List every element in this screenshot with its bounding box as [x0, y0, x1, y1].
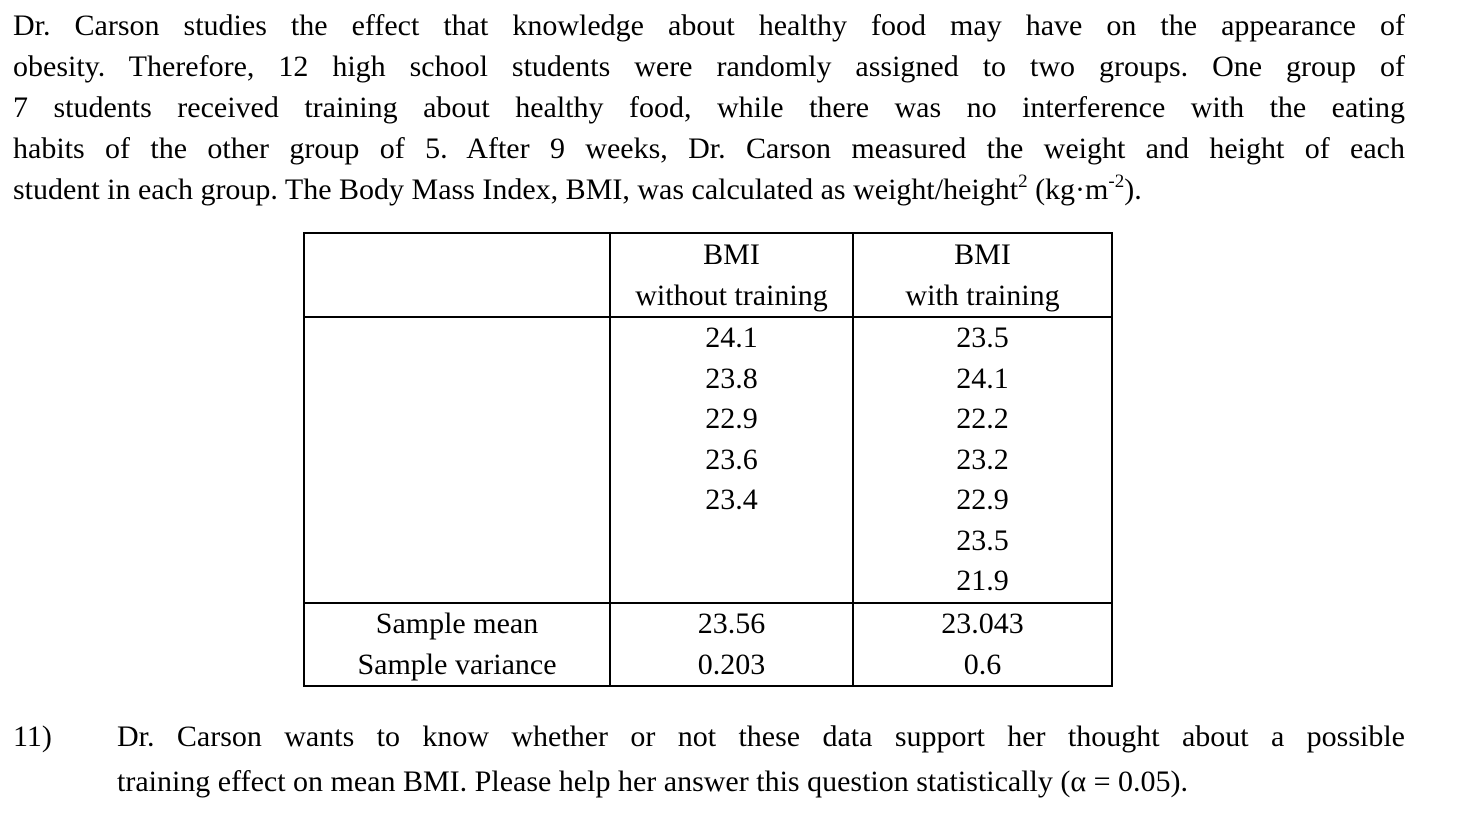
question-number: 11) [13, 720, 52, 753]
bmi-data-table: BMI without training BMI with training 2… [303, 232, 1113, 687]
bmi-value: 21.9 [956, 564, 1009, 597]
header-line: without training [635, 279, 828, 312]
sample-mean-value: 23.043 [941, 607, 1024, 640]
paragraph-last-line: student in each group. The Body Mass Ind… [13, 169, 1405, 210]
bmi-value: 22.9 [705, 402, 758, 435]
bmi-value: 22.2 [956, 402, 1009, 435]
paragraph-line: Dr. Carson studies the effect that knowl… [13, 9, 1405, 42]
stat-label-sample-variance: Sample variance [357, 647, 557, 681]
stat-label-sample-mean: Sample mean [375, 607, 539, 640]
bmi-value: 22.9 [956, 483, 1009, 516]
bmi-value: 23.5 [956, 523, 1009, 557]
question-text: Dr. Carson wants to know whether or not … [117, 714, 1405, 804]
intro-paragraph: Dr. Carson studies the effect that knowl… [13, 5, 1405, 210]
stats-labels-cell: Sample mean Sample variance [303, 602, 611, 687]
stats-with-training-cell: 23.043 0.6 [852, 602, 1113, 687]
bmi-value: 23.2 [956, 442, 1009, 476]
table-header-row: BMI without training BMI with training [303, 232, 1113, 318]
bmi-value: 23.4 [705, 483, 758, 516]
table-data-row: 24.1 23.8 22.9 23.6 23.4 23.5 24.1 22.2 … [303, 316, 1113, 604]
superscript-2: 2 [1018, 171, 1028, 192]
without-training-values-cell: 24.1 23.8 22.9 23.6 23.4 [609, 316, 854, 604]
paragraph-line: obesity. Therefore, 12 high school stude… [13, 50, 1405, 83]
paragraph-line: 7 students received training about healt… [13, 91, 1405, 124]
stats-without-training-cell: 23.56 0.203 [609, 602, 854, 687]
empty-label-cell [303, 316, 611, 604]
header-line: BMI [703, 238, 760, 271]
sample-variance-value: 0.203 [697, 647, 766, 681]
bmi-value: 24.1 [705, 321, 758, 354]
formula-text: student in each group. The Body Mass Ind… [13, 173, 1019, 206]
table-stats-row: Sample mean Sample variance 23.56 0.203 … [303, 602, 1113, 687]
sample-variance-value: 0.6 [963, 647, 1002, 681]
corner-empty-cell [303, 232, 611, 318]
with-training-values-cell: 23.5 24.1 22.2 23.2 22.9 23.5 21.9 [852, 316, 1113, 604]
sample-mean-value: 23.56 [697, 607, 766, 640]
question-line: Dr. Carson wants to know whether or not … [117, 720, 1405, 753]
formula-units: (kg·m [1027, 173, 1109, 206]
bmi-value: 23.6 [705, 442, 758, 476]
bmi-value: 23.5 [956, 321, 1009, 354]
header-line: BMI [954, 238, 1011, 271]
question-line: training effect on mean BMI. Please help… [117, 765, 1188, 798]
superscript-minus-2: -2 [1108, 171, 1125, 192]
bmi-value: 23.8 [705, 361, 758, 395]
header-line: with training [905, 279, 1060, 312]
col-header-bmi-without-training: BMI without training [609, 232, 854, 318]
question-11: 11) Dr. Carson wants to know whether or … [13, 714, 1405, 804]
bmi-value: 24.1 [956, 361, 1009, 395]
formula-close: ). [1124, 173, 1142, 206]
col-header-bmi-with-training: BMI with training [852, 232, 1113, 318]
paragraph-line: habits of the other group of 5. After 9 … [13, 132, 1405, 165]
